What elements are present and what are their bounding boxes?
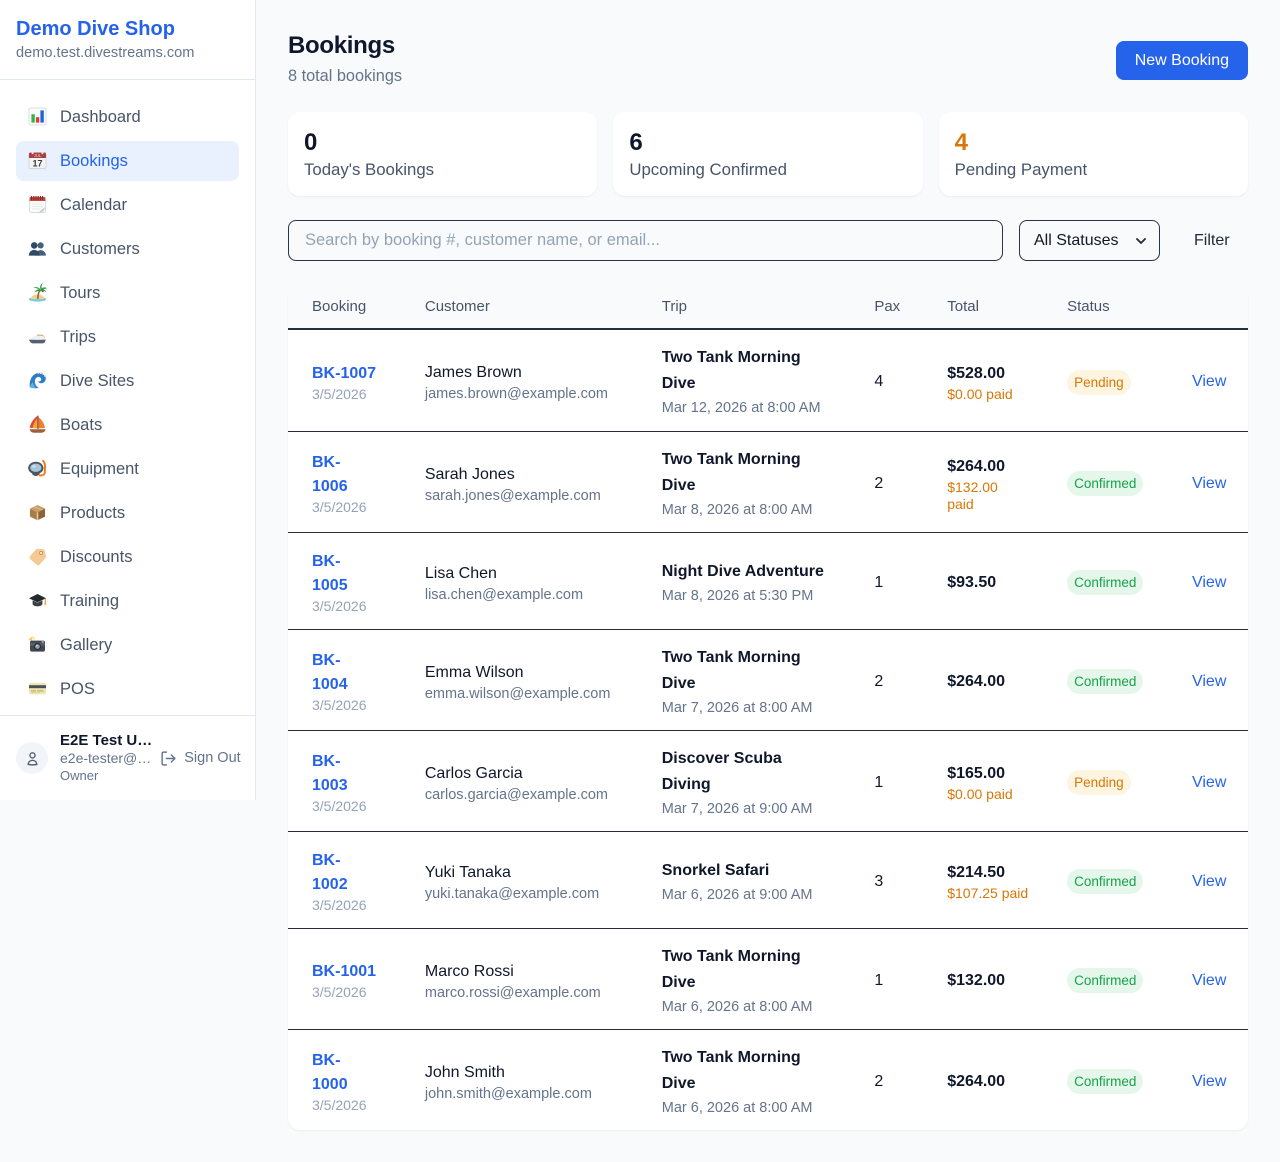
svg-text:17: 17 [32, 158, 42, 168]
svg-text:JUL: JUL [34, 153, 42, 158]
